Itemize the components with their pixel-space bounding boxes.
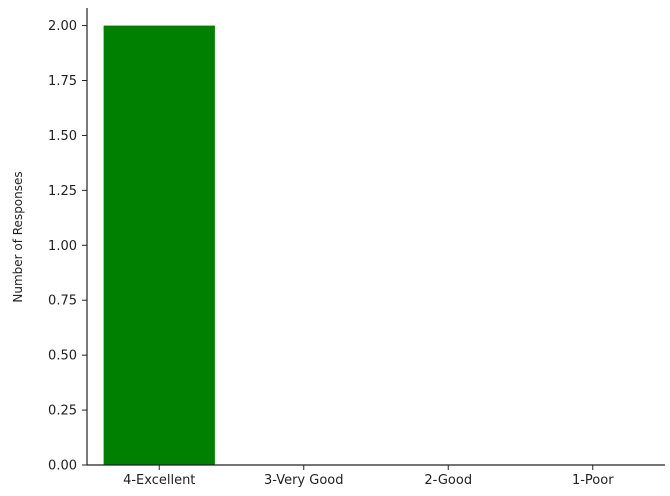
y-tick-label: 0.25 xyxy=(48,404,77,419)
axes-layer xyxy=(86,8,665,466)
y-axis-title: Number of Responses xyxy=(11,171,25,302)
x-tick-label: 4-Excellent xyxy=(123,473,195,488)
x-tick-label: 1-Poor xyxy=(572,473,614,488)
y-tick-label: 1.00 xyxy=(48,239,77,254)
y-tick-label: 1.50 xyxy=(48,129,77,144)
y-ticks: 0.00 0.25 0.50 0.75 1.00 1.25 1.50 1.75 2.00 xyxy=(48,19,87,474)
x-tick-label: 3-Very Good xyxy=(264,473,344,488)
bar-4-excellent xyxy=(103,25,215,466)
y-tick-label: 1.75 xyxy=(48,74,77,89)
y-tick-label: 0.50 xyxy=(48,349,77,364)
y-tick-label: 0.75 xyxy=(48,294,77,309)
y-tick-label: 2.00 xyxy=(48,19,77,34)
x-tick-label: 2-Good xyxy=(424,473,472,488)
x-ticks: 4-Excellent 3-Very Good 2-Good 1-Poor xyxy=(123,465,614,488)
y-tick-label: 1.25 xyxy=(48,184,77,199)
y-tick-label: 0.00 xyxy=(48,459,77,474)
bars-layer xyxy=(103,25,215,466)
